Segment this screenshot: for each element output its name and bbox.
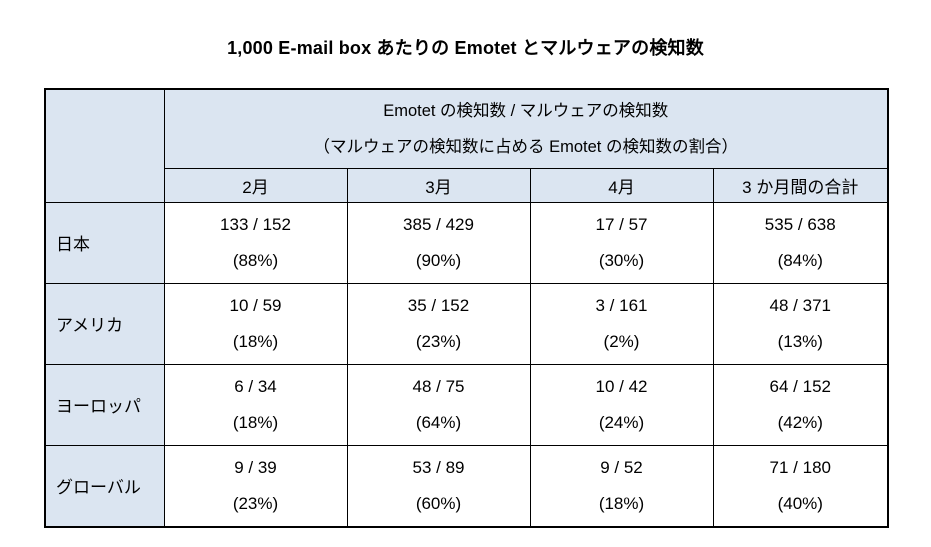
cell-percent: (42%): [777, 412, 823, 432]
cell-percent: (30%): [598, 250, 645, 270]
column-header-feb: 2月: [163, 167, 348, 203]
cell-america-total: 48 / 371 (13%): [712, 282, 889, 365]
cell-ratio: 10 / 42: [595, 376, 648, 396]
cell-ratio: 71 / 180: [769, 457, 831, 477]
cell-global-total: 71 / 180 (40%): [712, 444, 889, 527]
header-line-2: （マルウェアの検知数に占める Emotet の検知数の割合）: [313, 137, 738, 156]
cell-japan-feb: 133 / 152 (88%): [163, 201, 348, 284]
row-label-global: グローバル: [44, 444, 165, 527]
cell-europe-mar: 48 / 75 (64%): [346, 363, 531, 446]
cell-percent: (84%): [777, 250, 823, 270]
cell-ratio: 48 / 371: [769, 295, 831, 315]
cell-percent: (18%): [232, 412, 279, 432]
row-label-japan: 日本: [44, 201, 165, 284]
cell-europe-apr: 10 / 42 (24%): [529, 363, 714, 446]
row-label-america: アメリカ: [44, 282, 165, 365]
corner-cell: [44, 88, 165, 203]
cell-america-mar: 35 / 152 (23%): [346, 282, 531, 365]
cell-america-apr: 3 / 161 (2%): [529, 282, 714, 365]
row-label-europe: ヨーロッパ: [44, 363, 165, 446]
cell-percent: (90%): [415, 250, 462, 270]
cell-ratio: 535 / 638: [764, 214, 836, 234]
table-header-row-merged: Emotet の検知数 / マルウェアの検知数 （マルウェアの検知数に占める E…: [44, 88, 889, 203]
column-header-mar: 3月: [346, 167, 531, 203]
cell-percent: (13%): [777, 331, 823, 351]
cell-global-feb: 9 / 39 (23%): [163, 444, 348, 527]
table-row-japan: 日本 133 / 152 (88%) 385 / 429 (90%) 17 / …: [44, 201, 889, 284]
cell-ratio: 133 / 152: [220, 214, 291, 234]
cell-global-mar: 53 / 89 (60%): [346, 444, 531, 527]
cell-percent: (64%): [415, 412, 462, 432]
cell-ratio: 385 / 429: [403, 214, 474, 234]
cell-percent: (60%): [415, 493, 462, 513]
cell-europe-total: 64 / 152 (42%): [712, 363, 889, 446]
cell-ratio: 10 / 59: [229, 295, 282, 315]
cell-japan-total: 535 / 638 (84%): [712, 201, 889, 284]
table-row-europe: ヨーロッパ 6 / 34 (18%) 48 / 75 (64%) 10 / 42…: [44, 363, 889, 446]
cell-ratio: 64 / 152: [769, 376, 831, 396]
page-title: 1,000 E-mail box あたりの Emotet とマルウェアの検知数: [227, 38, 704, 58]
header-line-1: Emotet の検知数 / マルウェアの検知数: [383, 101, 669, 120]
cell-percent: (24%): [598, 412, 645, 432]
cell-japan-apr: 17 / 57 (30%): [529, 201, 714, 284]
table-month-row: 2月 3月 4月 3 か月間の合計: [45, 167, 889, 203]
cell-percent: (2%): [603, 331, 640, 351]
cell-europe-feb: 6 / 34 (18%): [163, 363, 348, 446]
cell-percent: (18%): [598, 493, 645, 513]
cell-global-apr: 9 / 52 (18%): [529, 444, 714, 527]
column-header-apr: 4月: [529, 167, 714, 203]
cell-percent: (40%): [777, 493, 823, 513]
cell-percent: (18%): [232, 331, 279, 351]
cell-japan-mar: 385 / 429 (90%): [346, 201, 531, 284]
cell-percent: (23%): [232, 493, 279, 513]
cell-ratio: 9 / 52: [600, 457, 643, 477]
cell-ratio: 53 / 89: [412, 457, 465, 477]
cell-percent: (23%): [415, 331, 462, 351]
cell-ratio: 17 / 57: [595, 214, 648, 234]
cell-percent: (88%): [232, 250, 279, 270]
merged-header-cell: Emotet の検知数 / マルウェアの検知数 （マルウェアの検知数に占める E…: [163, 88, 889, 169]
cell-america-feb: 10 / 59 (18%): [163, 282, 348, 365]
cell-ratio: 35 / 152: [407, 295, 470, 315]
detection-table: Emotet の検知数 / マルウェアの検知数 （マルウェアの検知数に占める E…: [44, 88, 890, 528]
cell-ratio: 6 / 34: [234, 376, 277, 396]
column-header-total: 3 か月間の合計: [712, 167, 889, 203]
cell-ratio: 3 / 161: [595, 295, 648, 315]
cell-ratio: 9 / 39: [234, 457, 277, 477]
table-row-global: グローバル 9 / 39 (23%) 53 / 89 (60%) 9 / 52 …: [44, 444, 889, 527]
table-row-america: アメリカ 10 / 59 (18%) 35 / 152 (23%) 3 / 16…: [44, 282, 889, 365]
cell-ratio: 48 / 75: [412, 376, 465, 396]
